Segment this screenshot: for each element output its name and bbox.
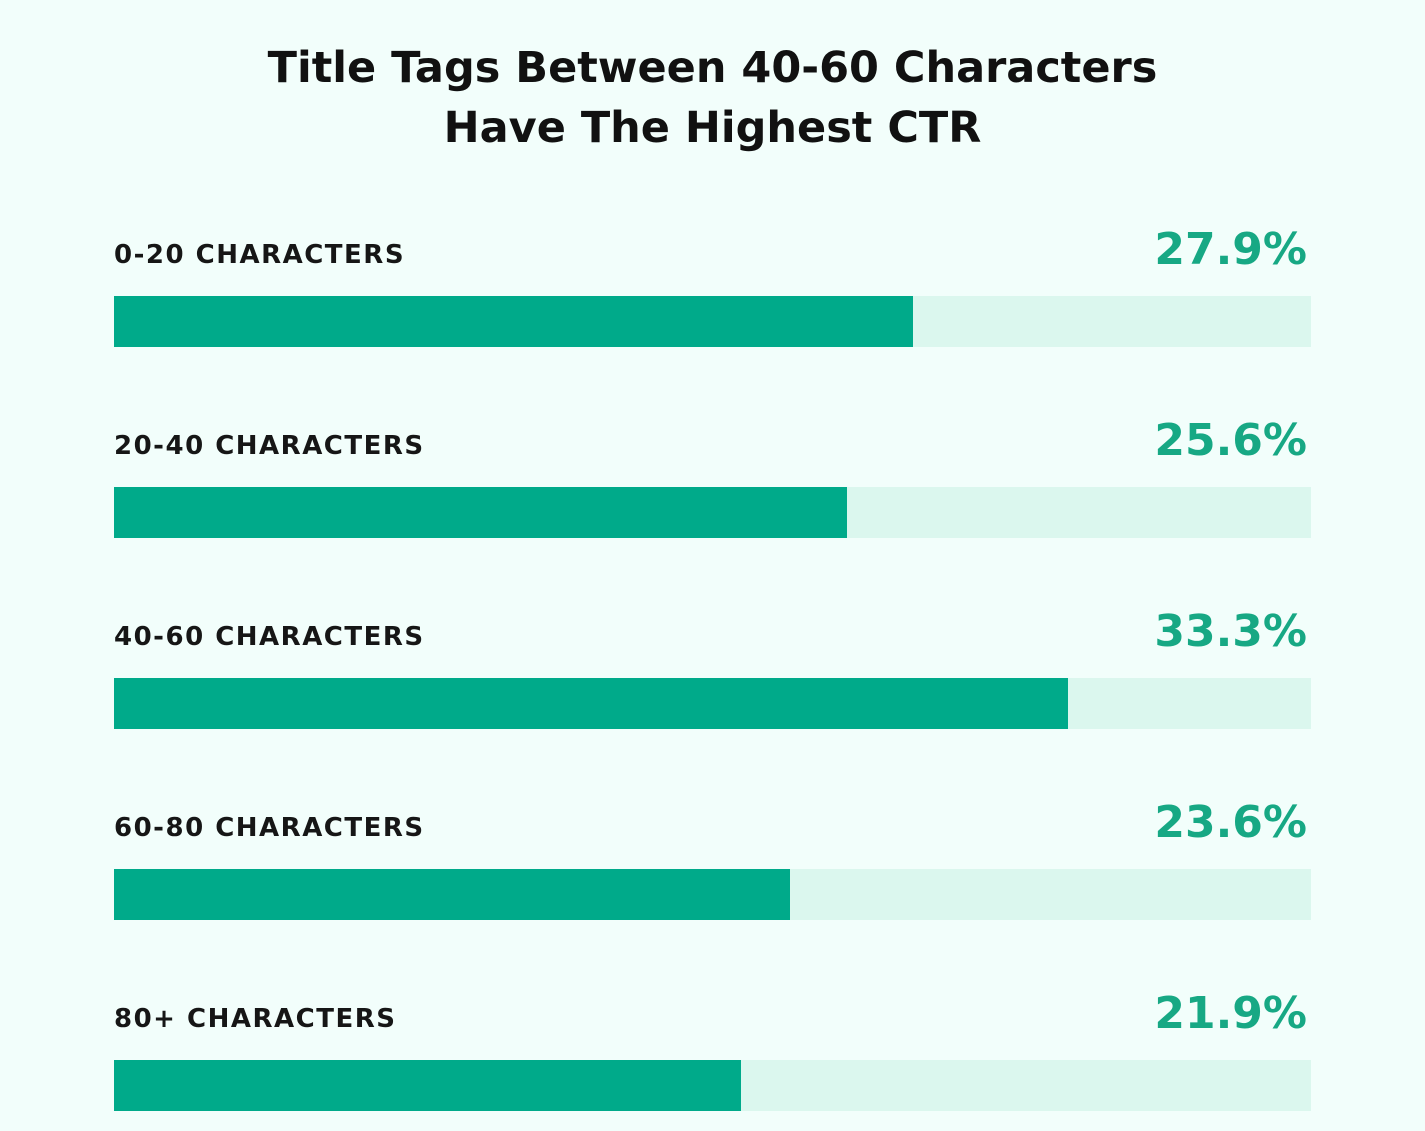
chart-title-line-2: Have The Highest CTR [443,103,982,153]
bar [114,678,1068,729]
bar [114,487,848,538]
bar-track [114,296,1311,347]
bar-track [114,678,1311,729]
bar-value-label: 23.6% [1154,797,1307,848]
bar-value-label: 21.9% [1154,988,1307,1039]
bar-label: 0-20 CHARACTERS [114,240,406,270]
chart-title-line-1: Title Tags Between 40-60 Characters [267,43,1158,93]
bar-value-label: 27.9% [1154,224,1307,275]
bar-label: 80+ CHARACTERS [114,1004,397,1034]
bar-value-label: 33.3% [1154,606,1307,657]
bar-label: 40-60 CHARACTERS [114,622,425,652]
bar-label: 20-40 CHARACTERS [114,431,425,461]
bar [114,1060,742,1111]
bar-value-label: 25.6% [1154,415,1307,466]
bar-track [114,869,1311,920]
bar [114,869,790,920]
bar-track [114,1060,1311,1111]
bar [114,296,913,347]
chart-title: Title Tags Between 40-60 Characters Have… [0,38,1425,158]
bar-label: 60-80 CHARACTERS [114,813,425,843]
bar-track [114,487,1311,538]
